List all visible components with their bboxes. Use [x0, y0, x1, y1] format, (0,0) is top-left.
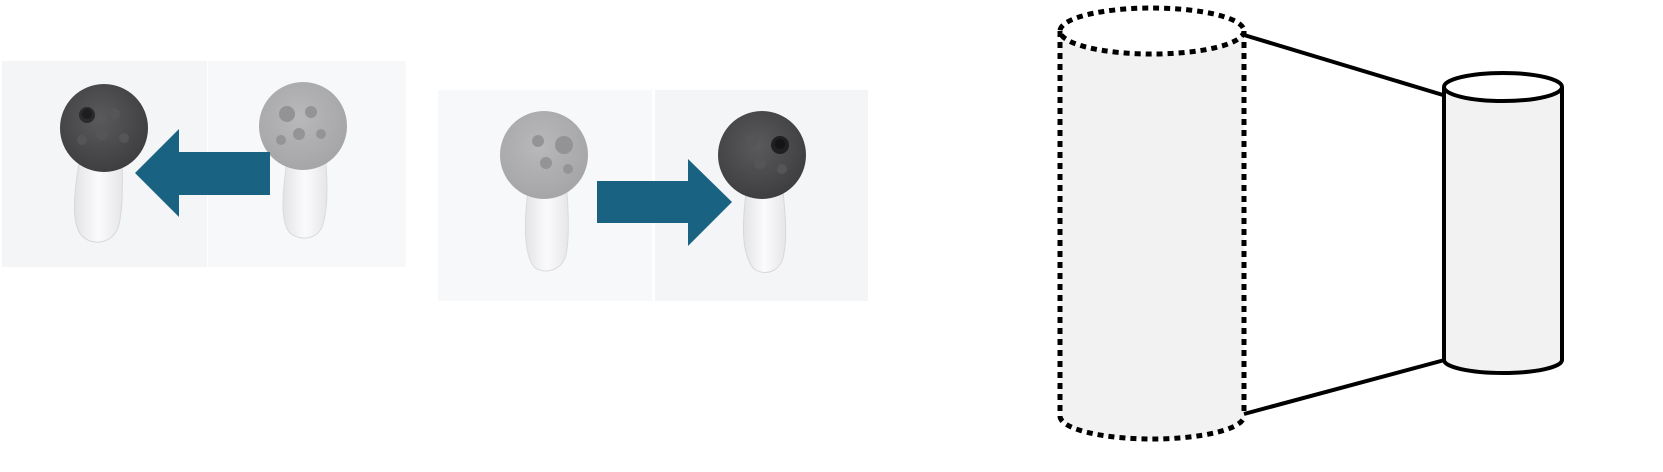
projection-lines — [1243, 33, 1453, 416]
vr-controller-icon — [718, 111, 806, 273]
large-cylinder — [1057, 5, 1247, 442]
arrow-right-icon — [597, 159, 732, 246]
arrow-left-icon — [135, 129, 270, 217]
small-cylinder — [1442, 71, 1564, 375]
vr-controller-icon — [60, 84, 148, 243]
vr-controller-icon — [500, 111, 588, 272]
vr-controller-icon — [259, 82, 347, 239]
